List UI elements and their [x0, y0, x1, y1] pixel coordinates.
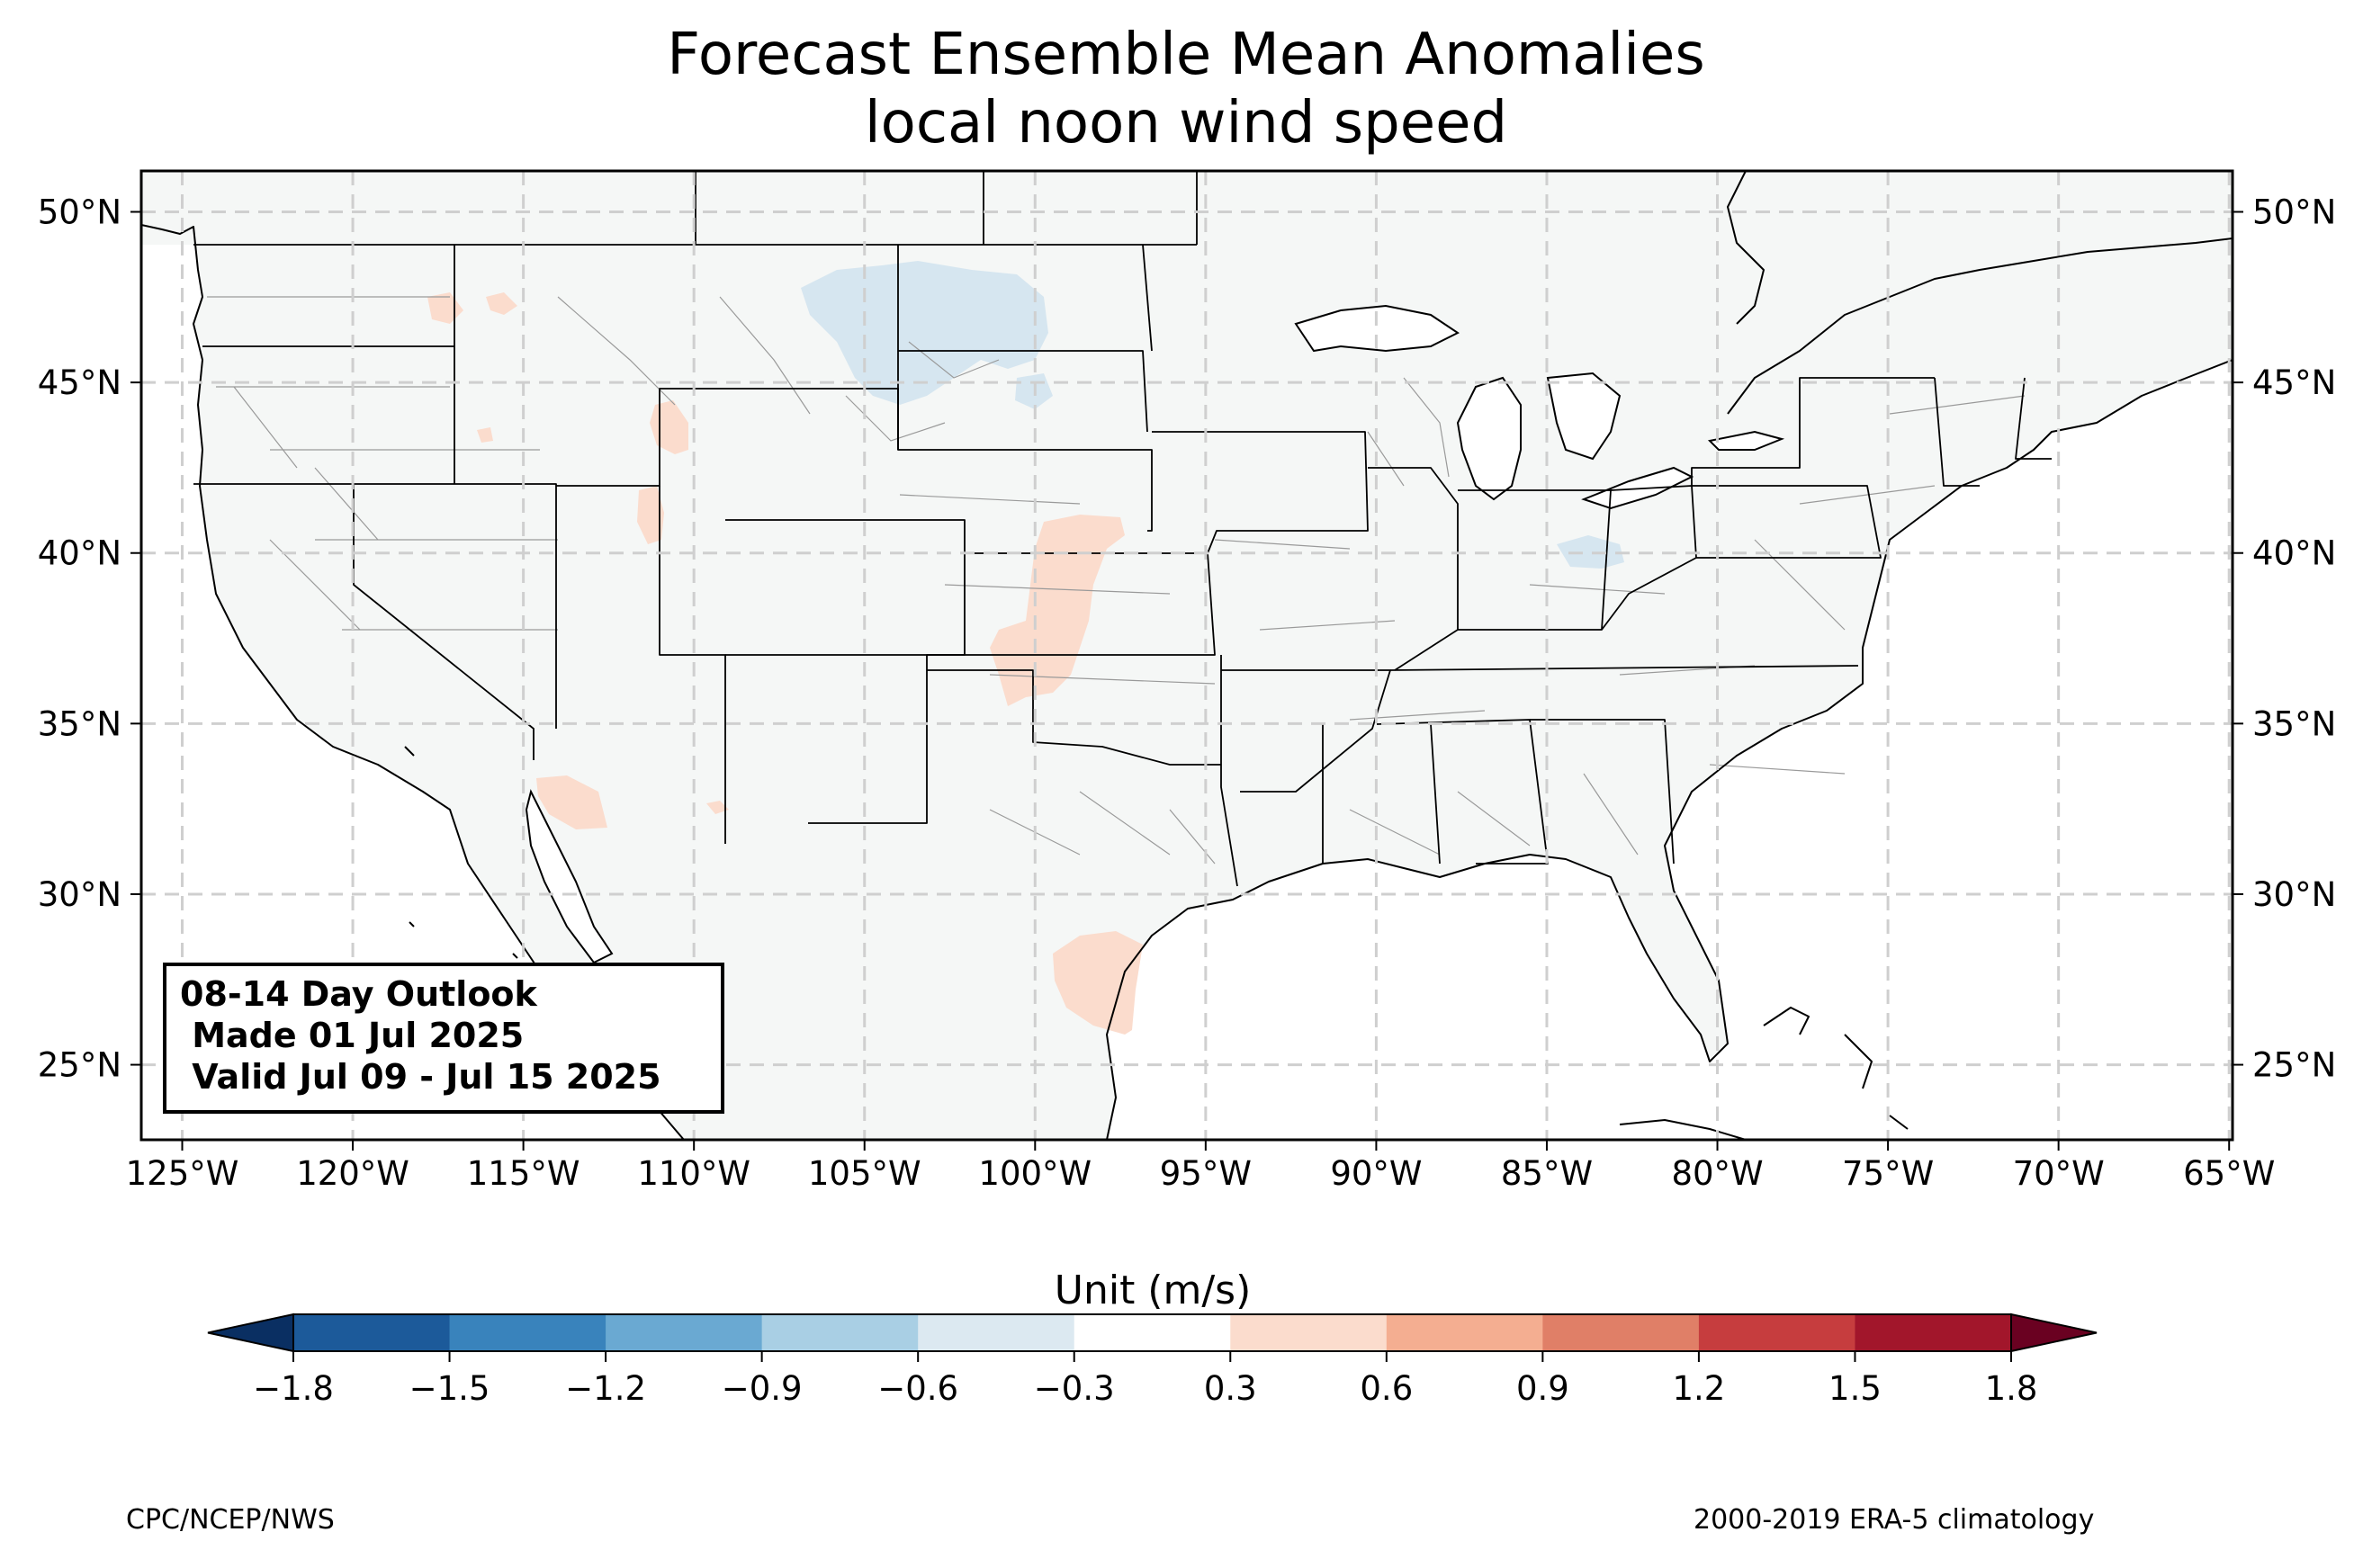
colorbar-tick-label: −1.5: [409, 1369, 490, 1408]
footer-climatology: 2000-2019 ERA-5 climatology: [1694, 1504, 2095, 1536]
positive-anomaly-oregon-small: [477, 427, 493, 443]
colorbar-segment: [1386, 1314, 1543, 1351]
map-frame: [139, 169, 2234, 1142]
lat-tick-label-right: 35°N: [2252, 704, 2336, 743]
coastlines: [141, 171, 2233, 1140]
positive-anomaly-montana-west: [486, 292, 517, 315]
info-made-line: Made 01 Jul 2025: [180, 1016, 524, 1055]
lat-tick-label-right: 50°N: [2252, 193, 2336, 232]
chart-subtitle: local noon wind speed: [864, 90, 1508, 157]
colorbar-segment: [1698, 1314, 1855, 1351]
colorbar-tick-label: 0.6: [1360, 1369, 1413, 1408]
lat-tick-label-right: 40°N: [2252, 534, 2336, 573]
lat-tick-label-right: 30°N: [2252, 875, 2336, 914]
lon-tick-label: 115°W: [467, 1154, 580, 1193]
positive-anomaly-kansas: [990, 515, 1125, 706]
colorbar-segment: [1230, 1314, 1388, 1351]
lake-ontario: [1707, 430, 1785, 451]
colorbar-segment: [1074, 1314, 1231, 1351]
lon-tick-label: 105°W: [808, 1154, 921, 1193]
info-outlook-line: 08-14 Day Outlook: [180, 974, 538, 1014]
colorbar-segments: [207, 1313, 2098, 1353]
positive-anomaly-utah: [637, 486, 664, 544]
lat-tick-label-left: 25°N: [38, 1046, 121, 1085]
lon-tick-label: 125°W: [126, 1154, 239, 1193]
lon-tick-label: 95°W: [1160, 1154, 1252, 1193]
lat-tick-label-left: 40°N: [38, 534, 121, 573]
colorbar-over-extension: [2010, 1313, 2098, 1353]
colorbar: Unit (m/s) −1.8 −1.5 −1.2 −0.9 −0.6 −0.3 0.3 0.…: [207, 1268, 2098, 1408]
info-valid-line: Valid Jul 09 - Jul 15 2025: [180, 1057, 661, 1097]
colorbar-segment: [293, 1314, 451, 1351]
lake-superior: [1294, 304, 1460, 353]
colorbar-tick-label: −1.2: [565, 1369, 646, 1408]
info-box: 08-14 Day Outlook Made 01 Jul 2025 Valid…: [163, 963, 724, 1114]
state-boundaries: [193, 171, 2052, 887]
colorbar-label: Unit (m/s): [1055, 1268, 1252, 1313]
colorbar-tick-label: 1.8: [1985, 1369, 2038, 1408]
colorbar-segment: [449, 1314, 606, 1351]
chart-title: Forecast Ensemble Mean Anomalies: [667, 22, 1705, 88]
colorbar-tick-label: −0.9: [722, 1369, 803, 1408]
lake-michigan: [1456, 376, 1522, 501]
positive-anomaly-arizona-small: [706, 801, 729, 814]
lon-tick-label: 110°W: [637, 1154, 750, 1193]
axis-labels: 125°W 120°W 115°W 110°W 105°W 100°W 95°W 90°W 85…: [38, 193, 2337, 1193]
lake-huron: [1546, 372, 1622, 461]
colorbar-ticks: −1.8 −1.5 −1.2 −0.9 −0.6 −0.3 0.3 0.6 0.9 1.2 1.5 1…: [253, 1351, 2037, 1408]
lon-tick-label: 100°W: [978, 1154, 1092, 1193]
colorbar-frame: [292, 1313, 2012, 1352]
lat-tick-label-left: 50°N: [38, 193, 121, 232]
lon-tick-label: 120°W: [296, 1154, 409, 1193]
lon-tick-label: 90°W: [1330, 1154, 1422, 1193]
lon-tick-label: 85°W: [1501, 1154, 1593, 1193]
colorbar-segment: [1855, 1314, 2012, 1351]
colorbar-segment: [1542, 1314, 1700, 1351]
colorbar-segment: [606, 1314, 763, 1351]
lat-tick-label-left: 35°N: [38, 704, 121, 743]
negative-anomaly-montana: [801, 261, 1048, 405]
lat-tick-label-right: 25°N: [2252, 1046, 2336, 1085]
lon-tick-label: 75°W: [1842, 1154, 1934, 1193]
colorbar-tick-label: −0.3: [1034, 1369, 1115, 1408]
info-box-frame: [163, 963, 724, 1114]
lon-tick-label: 80°W: [1671, 1154, 1763, 1193]
colorbar-segment: [761, 1314, 919, 1351]
colorbar-tick-label: 1.2: [1672, 1369, 1725, 1408]
positive-anomaly-south-texas: [1053, 931, 1143, 1035]
colorbar-tick-label: 0.9: [1516, 1369, 1569, 1408]
lon-tick-label: 65°W: [2183, 1154, 2275, 1193]
lat-tick-label-left: 30°N: [38, 875, 121, 914]
lat-tick-label-right: 45°N: [2252, 363, 2336, 402]
colorbar-tick-label: −1.8: [253, 1369, 334, 1408]
colorbar-tick-label: −0.6: [877, 1369, 958, 1408]
colorbar-tick-label: 0.3: [1204, 1369, 1257, 1408]
colorbar-under-extension: [207, 1313, 294, 1353]
lon-tick-label: 70°W: [2013, 1154, 2105, 1193]
positive-anomaly-arizona: [536, 775, 607, 829]
lat-tick-label-left: 45°N: [38, 363, 121, 402]
colorbar-tick-label: 1.5: [1828, 1369, 1882, 1408]
colorbar-segment: [918, 1314, 1075, 1351]
footer-source: CPC/NCEP/NWS: [126, 1504, 335, 1536]
